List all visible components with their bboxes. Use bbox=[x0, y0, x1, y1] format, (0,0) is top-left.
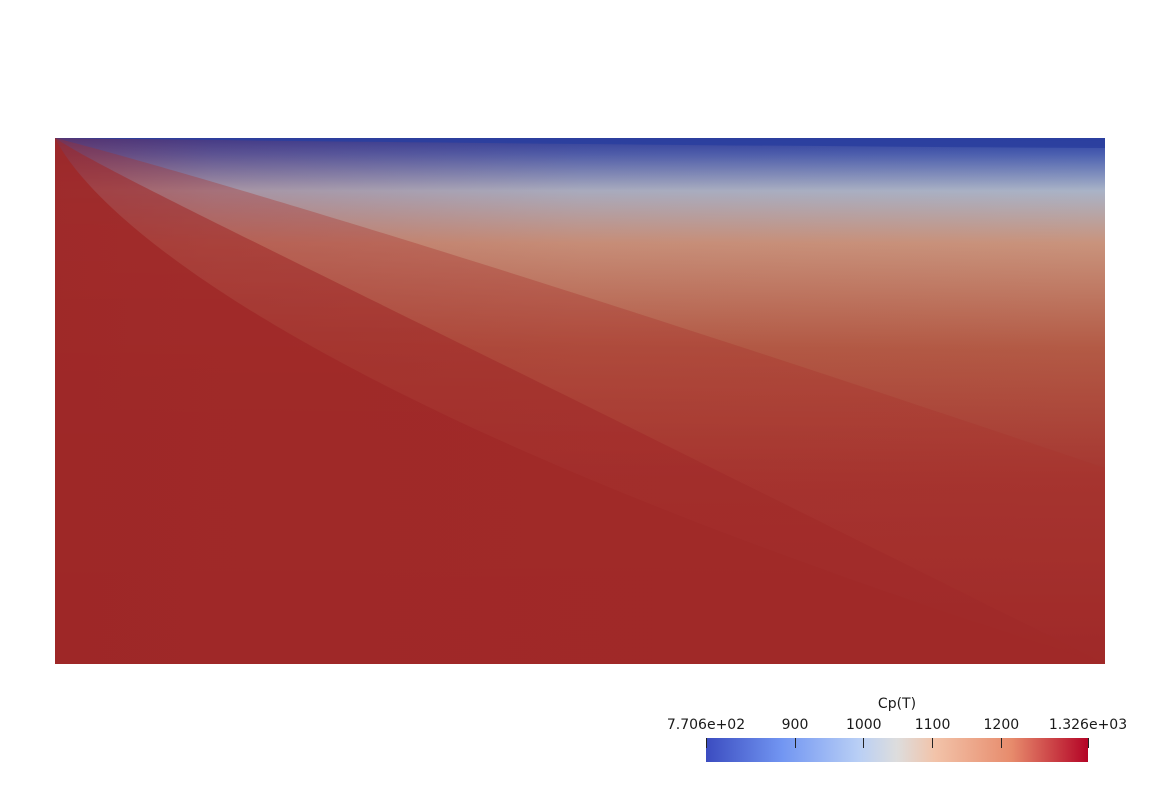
color-legend-tick bbox=[863, 738, 865, 748]
field-plot[interactable] bbox=[55, 138, 1105, 664]
color-legend-tick bbox=[1087, 738, 1089, 748]
color-legend-tick-label: 7.706e+02 bbox=[666, 717, 746, 733]
color-legend: Cp(T) 7.706e+02 900 1000 1100 1200 1.326e+03 bbox=[600, 690, 1140, 770]
color-legend-tick bbox=[1000, 738, 1002, 748]
color-legend-tick bbox=[705, 738, 707, 748]
color-legend-tick-label: 1200 bbox=[983, 717, 1020, 733]
color-legend-tick-label: 1.326e+03 bbox=[1048, 717, 1128, 733]
field-left-fade bbox=[55, 138, 1105, 664]
color-legend-title: Cp(T) bbox=[877, 696, 917, 712]
color-legend-tick bbox=[794, 738, 796, 748]
color-legend-tick bbox=[932, 738, 934, 748]
color-legend-tick-label: 900 bbox=[781, 717, 809, 733]
color-legend-bar bbox=[706, 738, 1088, 762]
field-plot-svg bbox=[55, 138, 1105, 664]
color-legend-tick-label: 1100 bbox=[914, 717, 951, 733]
field-top-edge bbox=[55, 138, 1105, 148]
color-legend-tick-label: 1000 bbox=[845, 717, 882, 733]
